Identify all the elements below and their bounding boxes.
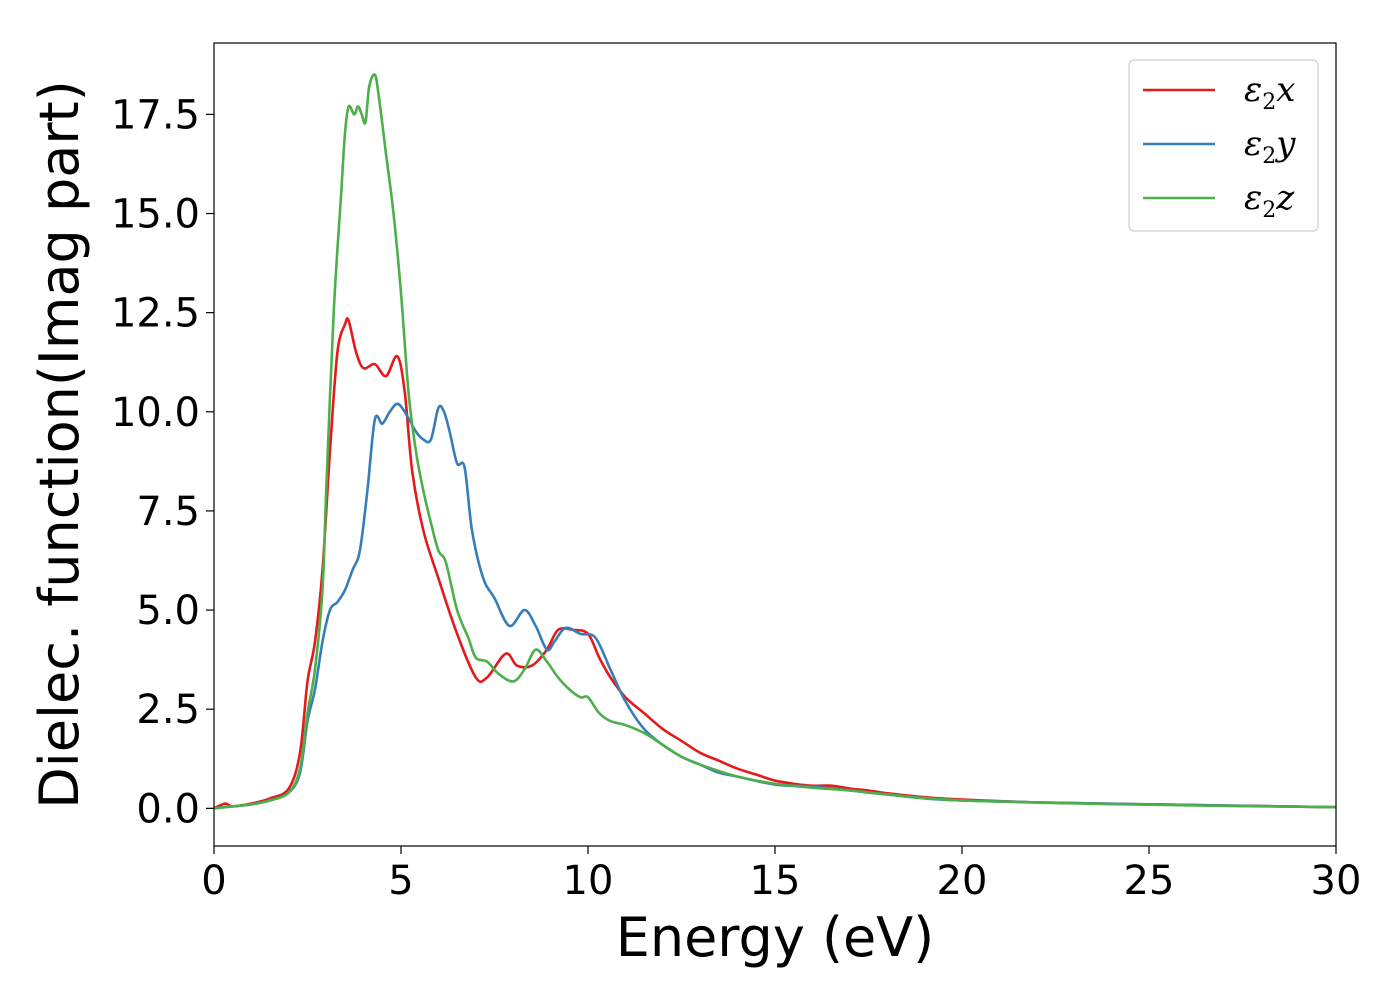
x-tick-label: 30 — [1311, 858, 1362, 904]
y-tick-label: 12.5 — [111, 291, 200, 337]
legend-label-x: ε2x — [1244, 70, 1295, 115]
x-axis-ticks: 0 5 10 15 20 25 30 — [201, 846, 1361, 904]
x-tick-label: 0 — [201, 858, 226, 904]
x-tick-label: 5 — [388, 858, 413, 904]
x-tick-label: 20 — [937, 858, 988, 904]
legend: ε2x ε2y ε2z — [1128, 59, 1319, 232]
y-tick-label: 0.0 — [136, 786, 200, 832]
x-tick-label: 25 — [1124, 858, 1175, 904]
y-tick-label: 2.5 — [136, 687, 200, 733]
series-line-x — [214, 317, 1336, 810]
x-axis-label: Energy (eV) — [616, 906, 935, 969]
series-line-y — [214, 402, 1336, 810]
legend-label-z: ε2z — [1244, 178, 1295, 223]
y-tick-label: 15.0 — [111, 192, 200, 238]
legend-box — [1128, 59, 1319, 232]
y-axis-ticks: 0.0 2.5 5.0 7.5 10.0 12.5 15.0 17.5 — [111, 92, 214, 832]
legend-label-y: ε2y — [1244, 124, 1296, 169]
y-tick-label: 5.0 — [136, 588, 200, 634]
series-line-z — [214, 73, 1336, 810]
x-tick-label: 15 — [750, 858, 801, 904]
plot-series-group — [214, 73, 1336, 810]
y-tick-label: 7.5 — [136, 489, 200, 535]
x-tick-label: 10 — [563, 858, 614, 904]
y-tick-label: 10.0 — [111, 390, 200, 436]
y-axis-label: Dielec. function(Imag part) — [28, 80, 91, 809]
y-tick-label: 17.5 — [111, 92, 200, 138]
